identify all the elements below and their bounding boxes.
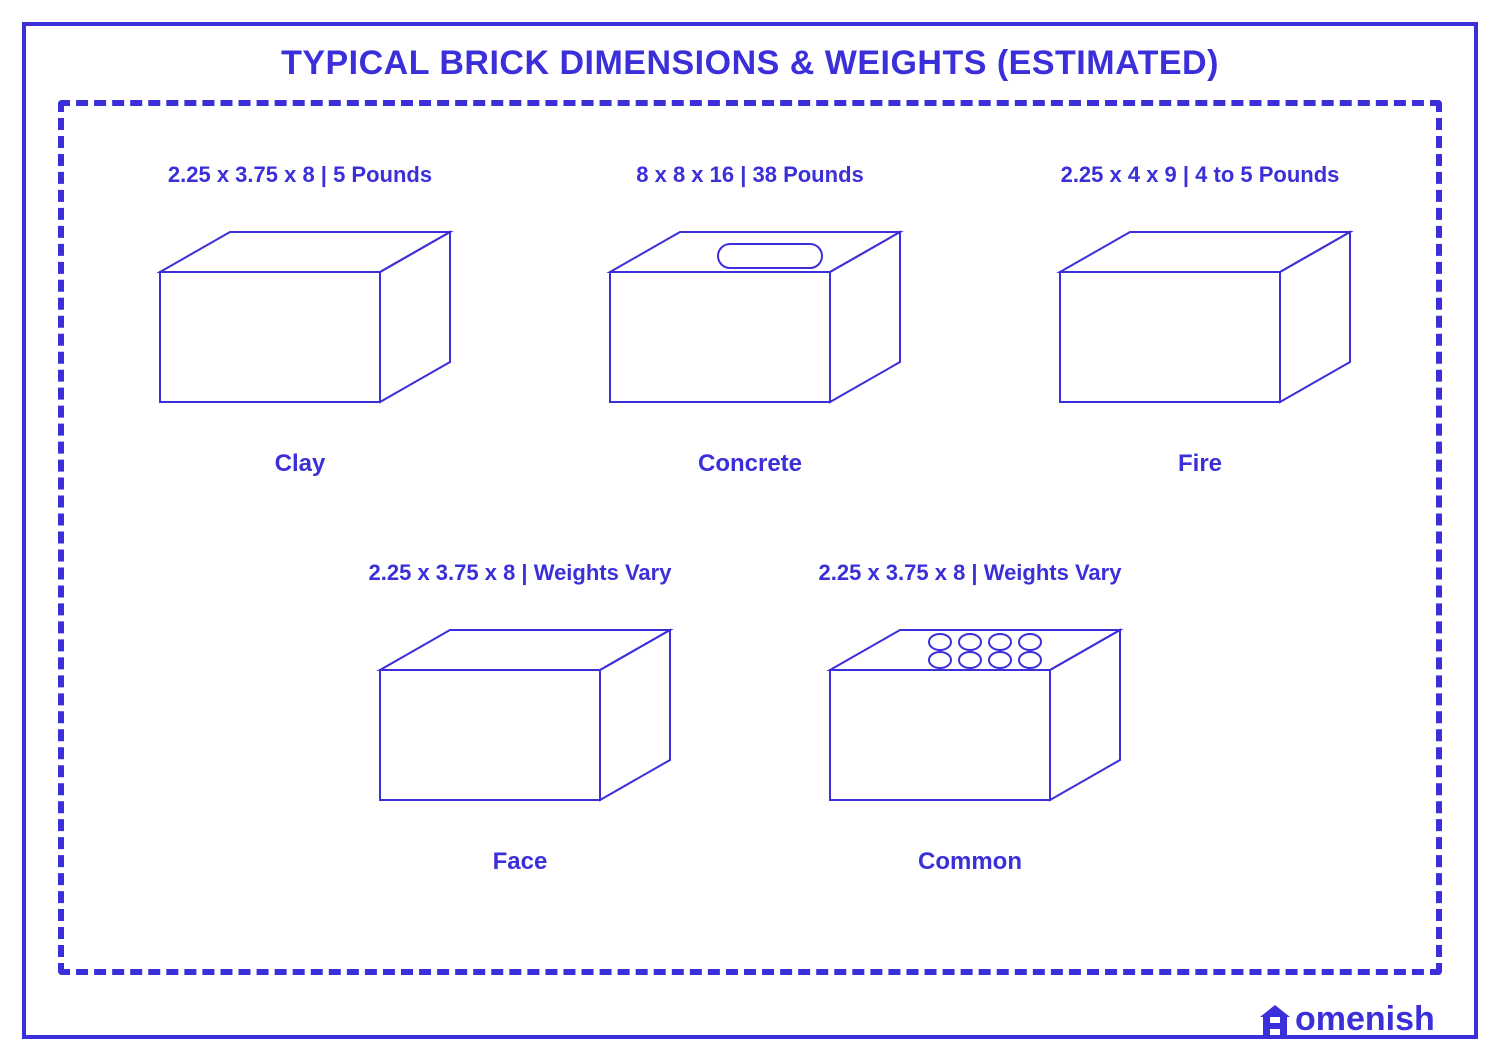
brick-clay-dimensions: 2.25 x 3.75 x 8 | 5 Pounds [90,162,510,188]
brick-fire-name: Fire [990,450,1410,478]
brick-concrete: 8 x 8 x 16 | 38 Pounds Concrete [540,162,960,478]
brick-fire-icon [990,202,1410,422]
brand-logo: omenish [1258,1000,1435,1039]
brick-concrete-icon [540,202,960,422]
brick-clay-name: Clay [90,450,510,478]
brand-text: omenish [1295,1000,1435,1039]
brick-clay: 2.25 x 3.75 x 8 | 5 Pounds Clay [90,162,510,478]
brick-face: 2.25 x 3.75 x 8 | Weights Vary Face [310,560,730,876]
brick-common-icon [760,600,1180,820]
brick-face-name: Face [310,848,730,876]
brand-house-icon [1258,1003,1292,1037]
brick-common-name: Common [760,848,1180,876]
brick-common-dimensions: 2.25 x 3.75 x 8 | Weights Vary [760,560,1180,586]
brick-clay-icon [90,202,510,422]
page-title: TYPICAL BRICK DIMENSIONS & WEIGHTS (ESTI… [0,44,1500,83]
brick-fire: 2.25 x 4 x 9 | 4 to 5 Pounds Fire [990,162,1410,478]
brick-fire-dimensions: 2.25 x 4 x 9 | 4 to 5 Pounds [990,162,1410,188]
brick-common: 2.25 x 3.75 x 8 | Weights Vary Common [760,560,1180,876]
brick-face-icon [310,600,730,820]
brick-concrete-dimensions: 8 x 8 x 16 | 38 Pounds [540,162,960,188]
brick-concrete-name: Concrete [540,450,960,478]
brick-face-dimensions: 2.25 x 3.75 x 8 | Weights Vary [310,560,730,586]
